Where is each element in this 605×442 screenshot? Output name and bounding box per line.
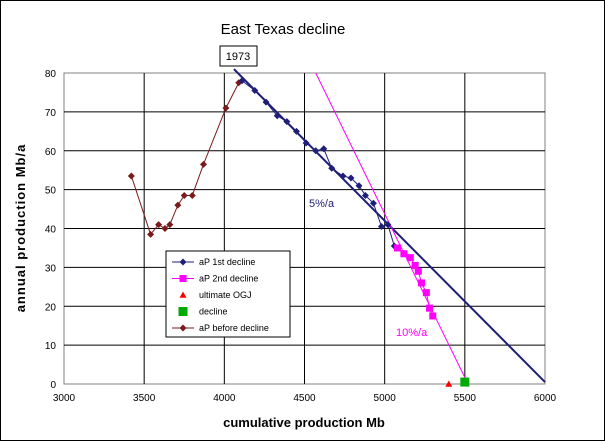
legend-label: decline: [199, 307, 228, 317]
data-point: [328, 164, 336, 172]
trend-line-10pct: [315, 72, 469, 385]
legend-swatch-marker: [179, 258, 187, 266]
legend-item: aP 2nd decline: [172, 274, 258, 284]
trend-label-10pct: 10%/a: [396, 327, 428, 339]
y-tick-label: 70: [45, 108, 57, 119]
trend-label-5pct: 5%/a: [309, 198, 335, 210]
x-tick-label: 3000: [53, 393, 76, 404]
data-point: [188, 191, 196, 199]
y-axis-label: annual production Mb/a: [13, 144, 28, 313]
data-point: [400, 250, 408, 258]
data-point: [238, 77, 246, 85]
legend-item: ultimate OGJ: [179, 290, 252, 300]
series-ap-before-decline: [127, 79, 243, 238]
data-point: [369, 199, 377, 207]
legend-item: decline: [178, 307, 228, 317]
data-point: [460, 377, 470, 387]
data-point: [312, 147, 320, 155]
legend-swatch-marker: [179, 324, 187, 332]
x-axis-label: cumulative production Mb: [223, 415, 385, 430]
data-point: [418, 279, 426, 287]
data-point: [339, 172, 347, 180]
legend-box: [165, 250, 291, 338]
data-point: [377, 223, 385, 231]
legend-label: ultimate OGJ: [199, 290, 252, 300]
data-point: [161, 225, 169, 232]
x-tick-label: 4500: [293, 393, 316, 404]
data-point: [251, 86, 259, 94]
data-point: [222, 104, 230, 112]
data-point: [393, 244, 401, 252]
legend: aP 1st decline aP 2nd decline ultimate OGJ…: [165, 250, 291, 338]
y-tick-label: 80: [45, 69, 57, 80]
data-point: [262, 98, 270, 106]
series-layer: [127, 77, 470, 387]
data-point: [384, 221, 392, 229]
data-point: [406, 254, 414, 262]
y-tick-label: 40: [45, 225, 57, 236]
data-point: [347, 174, 355, 182]
data-point: [426, 304, 434, 312]
legend-label: aP 2nd decline: [199, 274, 258, 284]
legend-item: aP 1st decline: [172, 257, 255, 267]
year-annotation-box: [219, 45, 258, 67]
legend-item: aP before decline: [172, 323, 269, 333]
y-tick-label: 0: [50, 380, 56, 391]
data-point: [292, 127, 300, 135]
y-tick-label: 10: [45, 341, 57, 352]
data-point: [422, 289, 430, 297]
data-point: [283, 118, 291, 126]
data-point: [166, 221, 174, 229]
x-tick-labels: 3000 3500 4000 4500 5000 5500 6000: [53, 393, 557, 404]
gridlines: [64, 73, 545, 384]
y-tick-label: 60: [45, 147, 57, 158]
year-annotation: 1973: [219, 45, 258, 67]
data-point: [361, 191, 369, 199]
series-ultimate-ogj: [445, 380, 453, 387]
legend-swatch-marker: [178, 307, 188, 316]
data-point: [127, 172, 135, 180]
data-point: [414, 267, 422, 275]
data-point: [302, 139, 310, 147]
y-tick-label: 50: [45, 186, 57, 197]
legend-swatch-marker: [179, 291, 187, 298]
data-point: [147, 230, 155, 238]
data-point: [180, 191, 188, 199]
y-tick-labels: 0 10 20 30 40 50 60 70 80: [45, 69, 57, 391]
year-annotation-text: 1973: [226, 51, 250, 63]
series-ap-2nd-decline: [393, 244, 437, 320]
x-tick-label: 5500: [454, 393, 477, 404]
data-point: [174, 201, 182, 209]
x-tick-label: 4000: [213, 393, 236, 404]
chart-title: East Texas decline: [221, 21, 346, 38]
legend-label: aP before decline: [199, 323, 269, 333]
x-tick-label: 5000: [374, 393, 397, 404]
data-point: [429, 312, 437, 320]
series-decline: [460, 377, 470, 387]
y-tick-label: 30: [45, 263, 57, 274]
data-point: [445, 380, 453, 387]
data-point: [273, 112, 281, 120]
y-tick-label: 20: [45, 302, 57, 313]
x-tick-label: 3500: [133, 393, 156, 404]
data-point: [199, 160, 207, 168]
x-tick-label: 6000: [534, 393, 557, 404]
data-point: [155, 221, 163, 229]
data-point: [355, 182, 363, 190]
legend-swatch-marker: [179, 275, 187, 282]
legend-label: aP 1st decline: [199, 257, 255, 267]
data-point: [320, 145, 328, 153]
data-point: [411, 261, 419, 269]
series-line: [241, 80, 395, 247]
